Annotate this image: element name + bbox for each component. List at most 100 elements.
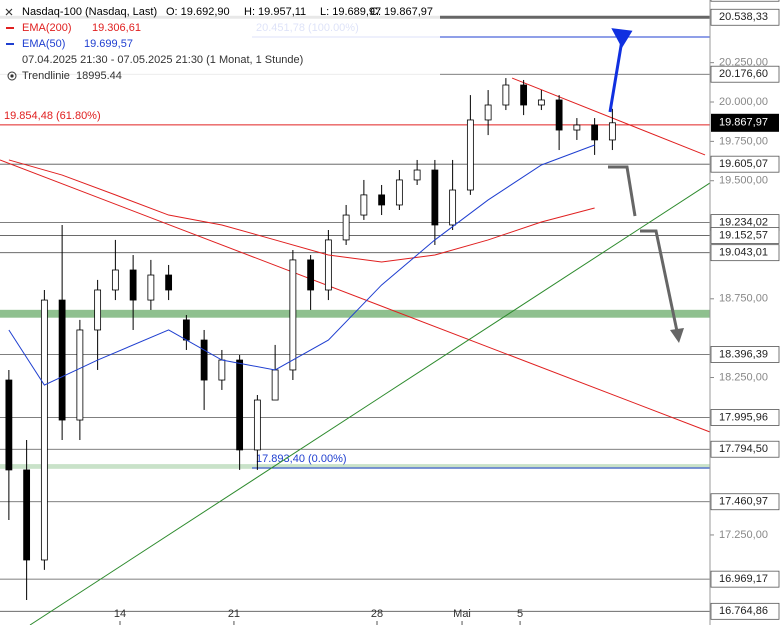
period: 07.04.2025 21:30 - 07.05.2025 21:30 (1 M… bbox=[22, 54, 303, 66]
candle-body bbox=[218, 359, 226, 381]
level-label: 17.794,50 bbox=[719, 443, 768, 455]
candle-body bbox=[537, 99, 545, 106]
candle-body bbox=[58, 299, 66, 421]
y-tick-label: 19.750,00 bbox=[719, 135, 768, 147]
title: Nasdaq-100 (Nasdaq, Last) bbox=[22, 6, 157, 18]
candle-body bbox=[413, 169, 421, 181]
legend-value: 19.306,61 bbox=[92, 22, 141, 34]
level-box bbox=[710, 0, 780, 2]
level-box bbox=[710, 155, 780, 173]
legend-name: EMA(50) bbox=[22, 38, 65, 50]
candle-body bbox=[484, 104, 492, 121]
level-box bbox=[710, 65, 780, 83]
level-label: 19.234,02 bbox=[719, 217, 768, 229]
candle-body bbox=[200, 339, 208, 381]
last-label: 19.867,97 bbox=[719, 117, 768, 129]
candle-body bbox=[608, 122, 616, 141]
candle-body bbox=[466, 119, 474, 191]
candle-body bbox=[182, 319, 190, 341]
support-zone bbox=[0, 309, 710, 318]
y-tick-label: 18.250,00 bbox=[719, 371, 768, 383]
x-tick-label: 21 bbox=[228, 608, 240, 620]
candle-body bbox=[431, 169, 439, 226]
candle-body bbox=[5, 379, 13, 471]
level-label: 16.764,86 bbox=[719, 605, 768, 617]
candle-body bbox=[573, 124, 581, 131]
level-label: 16.969,17 bbox=[719, 573, 768, 585]
arrow-head bbox=[670, 328, 684, 343]
legend-bg bbox=[0, 0, 440, 84]
candle-body bbox=[165, 274, 173, 291]
candle-body bbox=[111, 269, 119, 291]
candle-body bbox=[76, 329, 84, 421]
icon bbox=[5, 8, 13, 16]
level-box bbox=[710, 409, 780, 426]
level-box bbox=[710, 570, 780, 588]
candle-body bbox=[520, 84, 528, 106]
candle-body bbox=[23, 469, 31, 561]
level-label: 20.538,33 bbox=[719, 11, 768, 23]
trendline bbox=[0, 159, 711, 433]
candle-body bbox=[555, 99, 563, 131]
legend: Nasdaq-100 (Nasdaq, Last) O: 19.692,90 H… bbox=[0, 0, 440, 84]
candle-body bbox=[449, 189, 457, 226]
level-box bbox=[710, 8, 780, 26]
x-tick-label: 5 bbox=[517, 608, 523, 620]
x-tick-label: 14 bbox=[114, 608, 126, 620]
x-tick-label: Mai bbox=[453, 608, 471, 620]
level-label: 19.043,01 bbox=[719, 247, 768, 259]
ohlc-close: C: 19.867,97 bbox=[370, 6, 433, 18]
x-tick-label: 28 bbox=[371, 608, 383, 620]
candle-body bbox=[378, 194, 386, 206]
ohlc-low: L: 19.689,97 bbox=[320, 6, 381, 18]
arrow-path bbox=[608, 165, 637, 217]
level-box bbox=[710, 493, 780, 511]
y-tick-label: 20.000,00 bbox=[719, 96, 768, 108]
level-label: 20.176,60 bbox=[719, 68, 768, 80]
candle-body bbox=[271, 369, 279, 401]
arrow-head bbox=[611, 28, 633, 49]
level-box bbox=[710, 602, 780, 620]
trend-name: Trendlinie bbox=[22, 70, 70, 82]
trendline bbox=[511, 77, 706, 156]
icon bbox=[10, 74, 14, 78]
icon bbox=[7, 71, 17, 81]
level-label: 18.396,39 bbox=[719, 348, 768, 360]
level-label: 17.460,97 bbox=[719, 496, 768, 508]
candle-body bbox=[342, 214, 350, 241]
ohlc-open: O: 19.692,90 bbox=[166, 6, 230, 18]
candle-body bbox=[289, 259, 297, 371]
candle-body bbox=[324, 239, 332, 291]
y-tick-label: 20.250,00 bbox=[719, 57, 768, 69]
level-box bbox=[710, 227, 780, 244]
legend-name: EMA(200) bbox=[22, 22, 72, 34]
candle-body bbox=[129, 269, 137, 301]
y-tick-label: 18.750,00 bbox=[719, 293, 768, 305]
ohlc-high: H: 19.957,11 bbox=[244, 6, 306, 18]
legend-value: 19.699,57 bbox=[84, 38, 133, 50]
overlay bbox=[608, 28, 684, 343]
trend-value: 18995.44 bbox=[76, 70, 122, 82]
y-tick-label: 17.250,00 bbox=[719, 529, 768, 541]
ema-line bbox=[8, 159, 595, 263]
level-label: 19.152,57 bbox=[719, 229, 768, 241]
candle-body bbox=[591, 124, 599, 141]
ema-line bbox=[8, 144, 595, 386]
arrow-up bbox=[608, 39, 624, 113]
y-tick-label: 19.500,00 bbox=[719, 175, 768, 187]
candle-body bbox=[236, 359, 244, 451]
trendline bbox=[29, 182, 711, 626]
candle-body bbox=[253, 399, 261, 451]
support-zone bbox=[0, 464, 710, 469]
arrow-down bbox=[640, 229, 680, 337]
candle-body bbox=[502, 84, 510, 106]
fibo-label: 17.893,40 (0.00%) bbox=[256, 453, 347, 465]
candle-body bbox=[40, 299, 48, 561]
candle-body bbox=[94, 289, 102, 331]
candle-body bbox=[307, 259, 315, 291]
last-box bbox=[711, 113, 779, 132]
level-label: 17.995,96 bbox=[719, 411, 768, 423]
level-label: 19.605,07 bbox=[719, 158, 768, 170]
level-box bbox=[710, 440, 780, 458]
